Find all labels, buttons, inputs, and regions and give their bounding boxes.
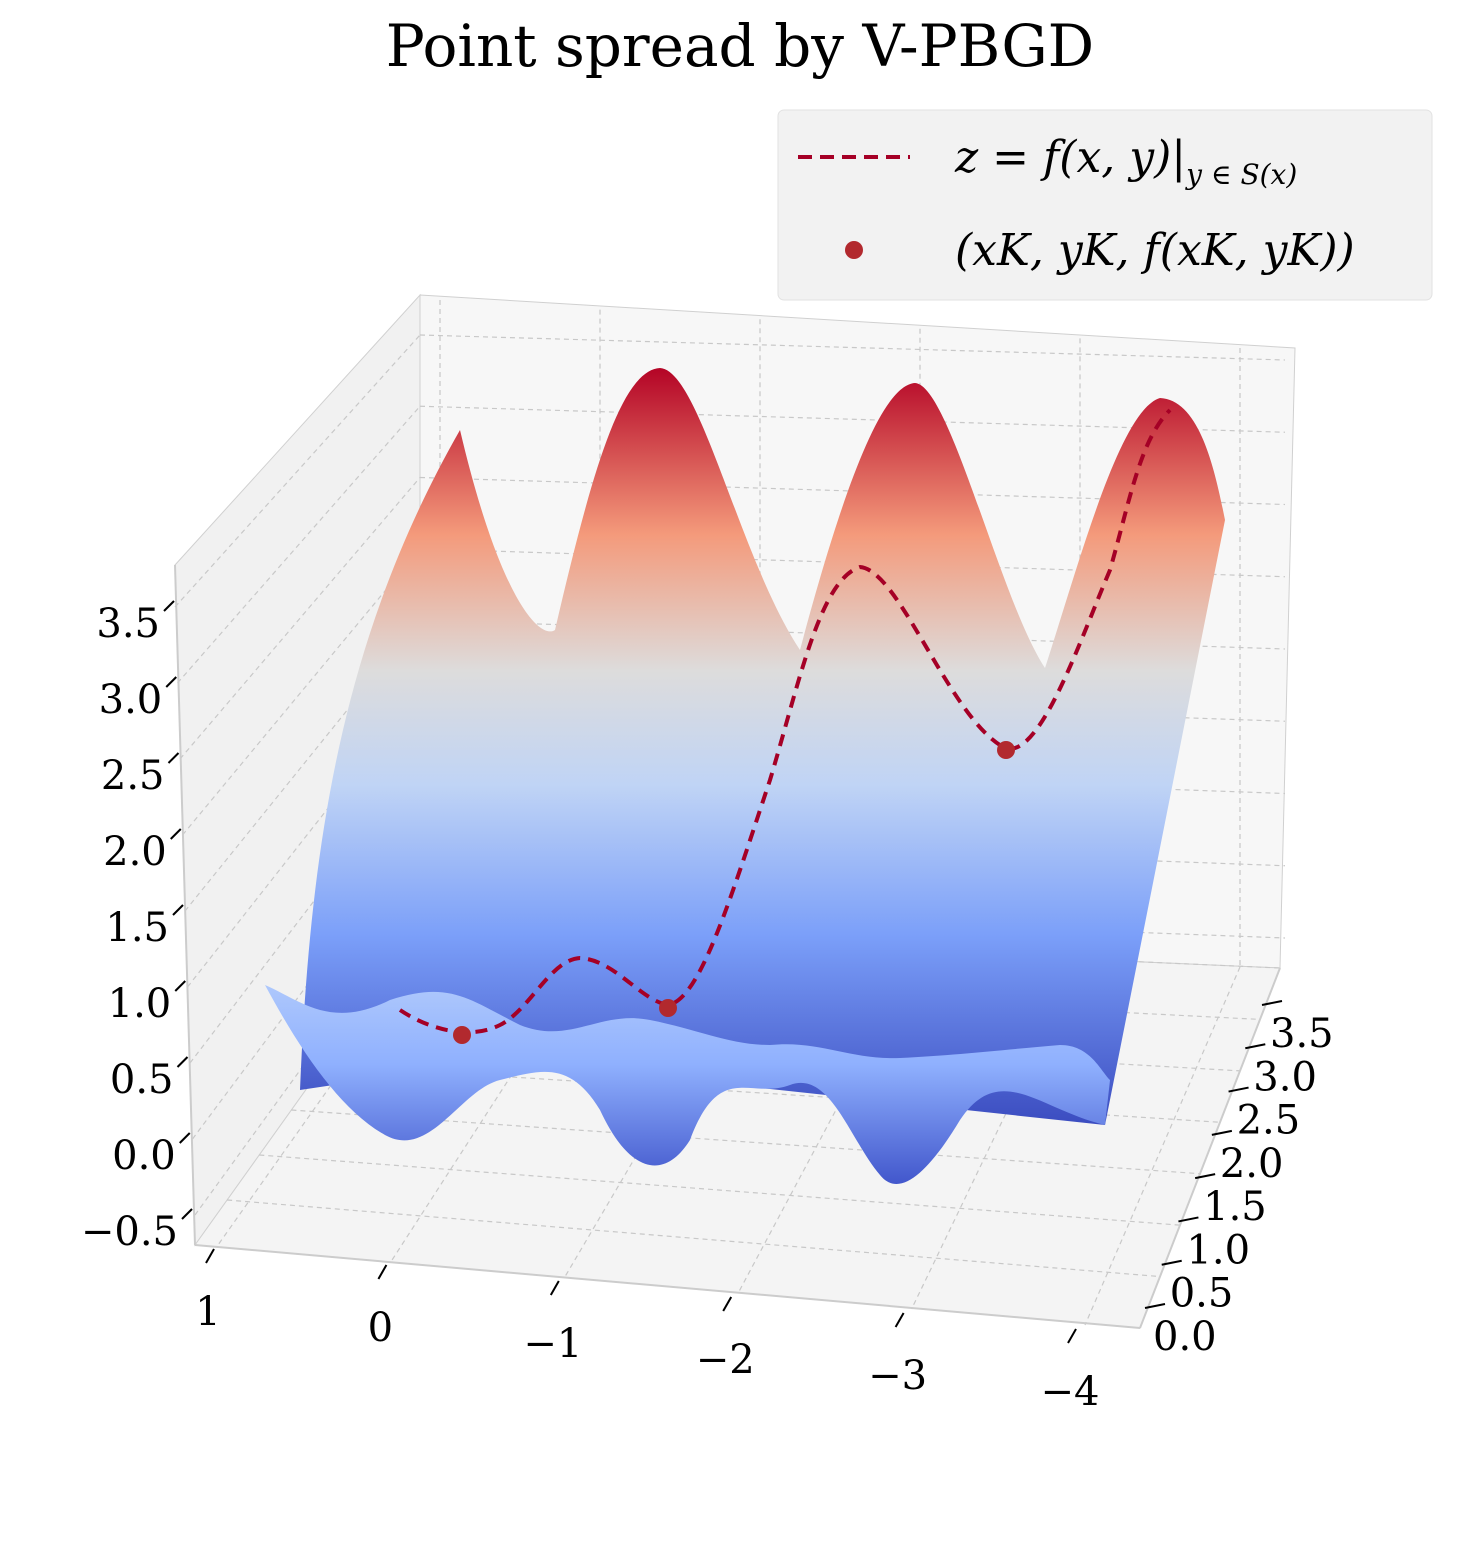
x-tick-label: −2 bbox=[696, 1337, 755, 1383]
z-tick-mark bbox=[174, 980, 186, 992]
grid-line bbox=[179, 477, 421, 760]
y-tick-label: 2.0 bbox=[1220, 1141, 1284, 1187]
y-axis-line bbox=[1139, 967, 1281, 1329]
x-tick-mark bbox=[1067, 1328, 1077, 1344]
legend-box bbox=[777, 109, 1433, 301]
z-tick-label: 0.5 bbox=[110, 1057, 174, 1103]
z-tick-label: 2.0 bbox=[103, 829, 167, 875]
z-tick-mark bbox=[163, 600, 175, 612]
x-tick-label: 1 bbox=[195, 1289, 220, 1335]
y-tick-label: 0.0 bbox=[1153, 1314, 1217, 1360]
grid-line bbox=[291, 1109, 1201, 1175]
z-axis-line bbox=[174, 564, 196, 1246]
y-tick-mark bbox=[1144, 1303, 1166, 1309]
x-tick-label: −3 bbox=[868, 1353, 927, 1399]
x-axis-ticks: 1 0 −1 −2 −3 −4 bbox=[195, 1248, 1100, 1415]
z-tick-mark bbox=[176, 1056, 189, 1068]
legend-label-curve: z = f(x, y)|y ∈ S(x) bbox=[954, 132, 1297, 191]
z-tick-mark bbox=[170, 828, 182, 840]
legend-point-swatch bbox=[845, 241, 863, 259]
z-tick-mark bbox=[172, 904, 184, 916]
y-tick-label: 0.5 bbox=[1170, 1271, 1234, 1317]
y-tick-mark bbox=[1178, 1216, 1199, 1223]
z-tick-label: 3.5 bbox=[96, 601, 160, 647]
x-tick-label: −1 bbox=[523, 1321, 582, 1367]
y-tick-mark bbox=[1228, 1086, 1249, 1093]
grid-line bbox=[174, 334, 421, 608]
z-tick-label: 1.0 bbox=[108, 981, 172, 1027]
legend: z = f(x, y)|y ∈ S(x) (xK, yK, f(xK, yK)) bbox=[777, 109, 1433, 301]
y-tick-mark bbox=[1161, 1259, 1182, 1266]
z-tick-label: 0.0 bbox=[112, 1133, 176, 1179]
z-tick-label: −0.5 bbox=[81, 1209, 178, 1255]
z-tick-label: 3.0 bbox=[99, 677, 163, 723]
legend-label-points: (xK, yK, f(xK, yK)) bbox=[955, 225, 1355, 276]
grid-line bbox=[1084, 966, 1241, 1326]
legend-label-curve-main: z = f(x, y)| bbox=[954, 132, 1186, 183]
z-tick-mark bbox=[181, 1208, 193, 1220]
axis-lines bbox=[174, 564, 1281, 1329]
x-tick-label: 0 bbox=[368, 1305, 393, 1351]
chart-title: Point spread by V-PBGD bbox=[386, 12, 1094, 80]
scatter-markers bbox=[453, 741, 1015, 1044]
z-tick-mark bbox=[167, 752, 180, 764]
z-axis-ticks: −0.5 0.0 0.5 1.0 1.5 2.0 2.5 3.0 3.5 bbox=[81, 600, 193, 1255]
marker-point bbox=[453, 1026, 471, 1044]
marker-point bbox=[997, 741, 1015, 759]
grid-line bbox=[182, 548, 421, 836]
y-tick-label: 1.5 bbox=[1203, 1184, 1267, 1230]
y-tick-label: 3.5 bbox=[1270, 1011, 1334, 1057]
y-tick-mark bbox=[1194, 1173, 1216, 1180]
y-tick-mark bbox=[1211, 1129, 1233, 1136]
z-tick-label: 1.5 bbox=[105, 905, 169, 951]
y-axis-ticks: 0.00.51.01.52.02.53.03.5 bbox=[1144, 1000, 1334, 1360]
x-tick-mark bbox=[377, 1264, 388, 1280]
x-axis-line bbox=[194, 1244, 1141, 1329]
y-tick-mark bbox=[1261, 1000, 1283, 1006]
y-tick-mark bbox=[1245, 1043, 1266, 1050]
y-tick-label: 2.5 bbox=[1237, 1098, 1301, 1144]
x-tick-mark bbox=[205, 1248, 215, 1264]
legend-label-curve-sub: y ∈ S(x) bbox=[1184, 158, 1297, 191]
grid-line bbox=[419, 334, 1286, 361]
surface-main bbox=[300, 368, 1225, 1125]
z-tick-label: 2.5 bbox=[101, 753, 165, 799]
grid-line bbox=[227, 1199, 1161, 1278]
grid-line bbox=[177, 405, 421, 684]
z-tick-mark bbox=[165, 676, 177, 688]
surface bbox=[265, 368, 1225, 1184]
constraint-curve bbox=[398, 408, 1172, 1035]
surface-front-wave bbox=[265, 985, 1110, 1184]
z-tick-mark bbox=[179, 1132, 191, 1144]
y-tick-label: 3.0 bbox=[1253, 1054, 1317, 1100]
x-tick-mark bbox=[549, 1280, 560, 1296]
marker-point bbox=[659, 999, 677, 1017]
x-tick-mark bbox=[894, 1312, 905, 1328]
grid-line bbox=[259, 1154, 1181, 1226]
x-tick-label: −4 bbox=[1041, 1369, 1100, 1415]
x-tick-mark bbox=[722, 1296, 733, 1312]
y-tick-label: 1.0 bbox=[1186, 1227, 1250, 1273]
